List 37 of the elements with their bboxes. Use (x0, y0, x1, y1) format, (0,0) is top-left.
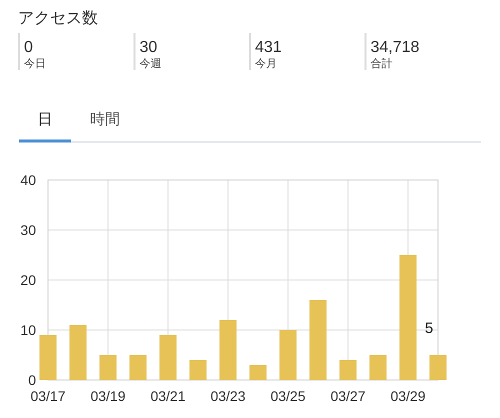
bar (249, 365, 267, 380)
text: 34,718 (370, 39, 420, 56)
bar (129, 355, 147, 380)
x-tick-label: 03/23 (210, 388, 246, 404)
x-tick-label: 03/17 (30, 388, 66, 404)
text: 今週 (140, 58, 162, 70)
bar (219, 320, 237, 380)
bar (69, 325, 87, 380)
text: 今日 (24, 58, 46, 70)
x-tick-label: 03/21 (150, 388, 186, 404)
bar (429, 355, 447, 380)
text: 431 (255, 39, 282, 56)
text: 30 (140, 39, 158, 56)
bar (279, 330, 297, 380)
bar (99, 355, 117, 380)
y-tick-label: 30 (20, 222, 36, 238)
bar (369, 355, 387, 380)
data-label: 5 (424, 320, 434, 337)
x-tick-label: 03/27 (330, 388, 366, 404)
bar (159, 335, 177, 380)
y-tick-label: 40 (20, 172, 36, 188)
bar (399, 255, 417, 380)
text: 今月 (255, 58, 277, 70)
text: 合計 (370, 57, 392, 70)
x-tick-label: 03/29 (390, 388, 426, 404)
bar (339, 360, 357, 380)
y-tick-label: 10 (20, 322, 36, 338)
text: アクセス数 (18, 10, 98, 27)
bar (309, 300, 327, 380)
x-tick-label: 03/19 (90, 388, 126, 404)
bar (39, 335, 57, 380)
text: 時間 (90, 111, 120, 128)
y-tick-label: 20 (20, 272, 36, 288)
x-tick-label: 03/25 (270, 388, 306, 404)
text: 日 (38, 111, 52, 128)
bar (189, 360, 207, 380)
y-tick-label: 0 (28, 372, 36, 388)
